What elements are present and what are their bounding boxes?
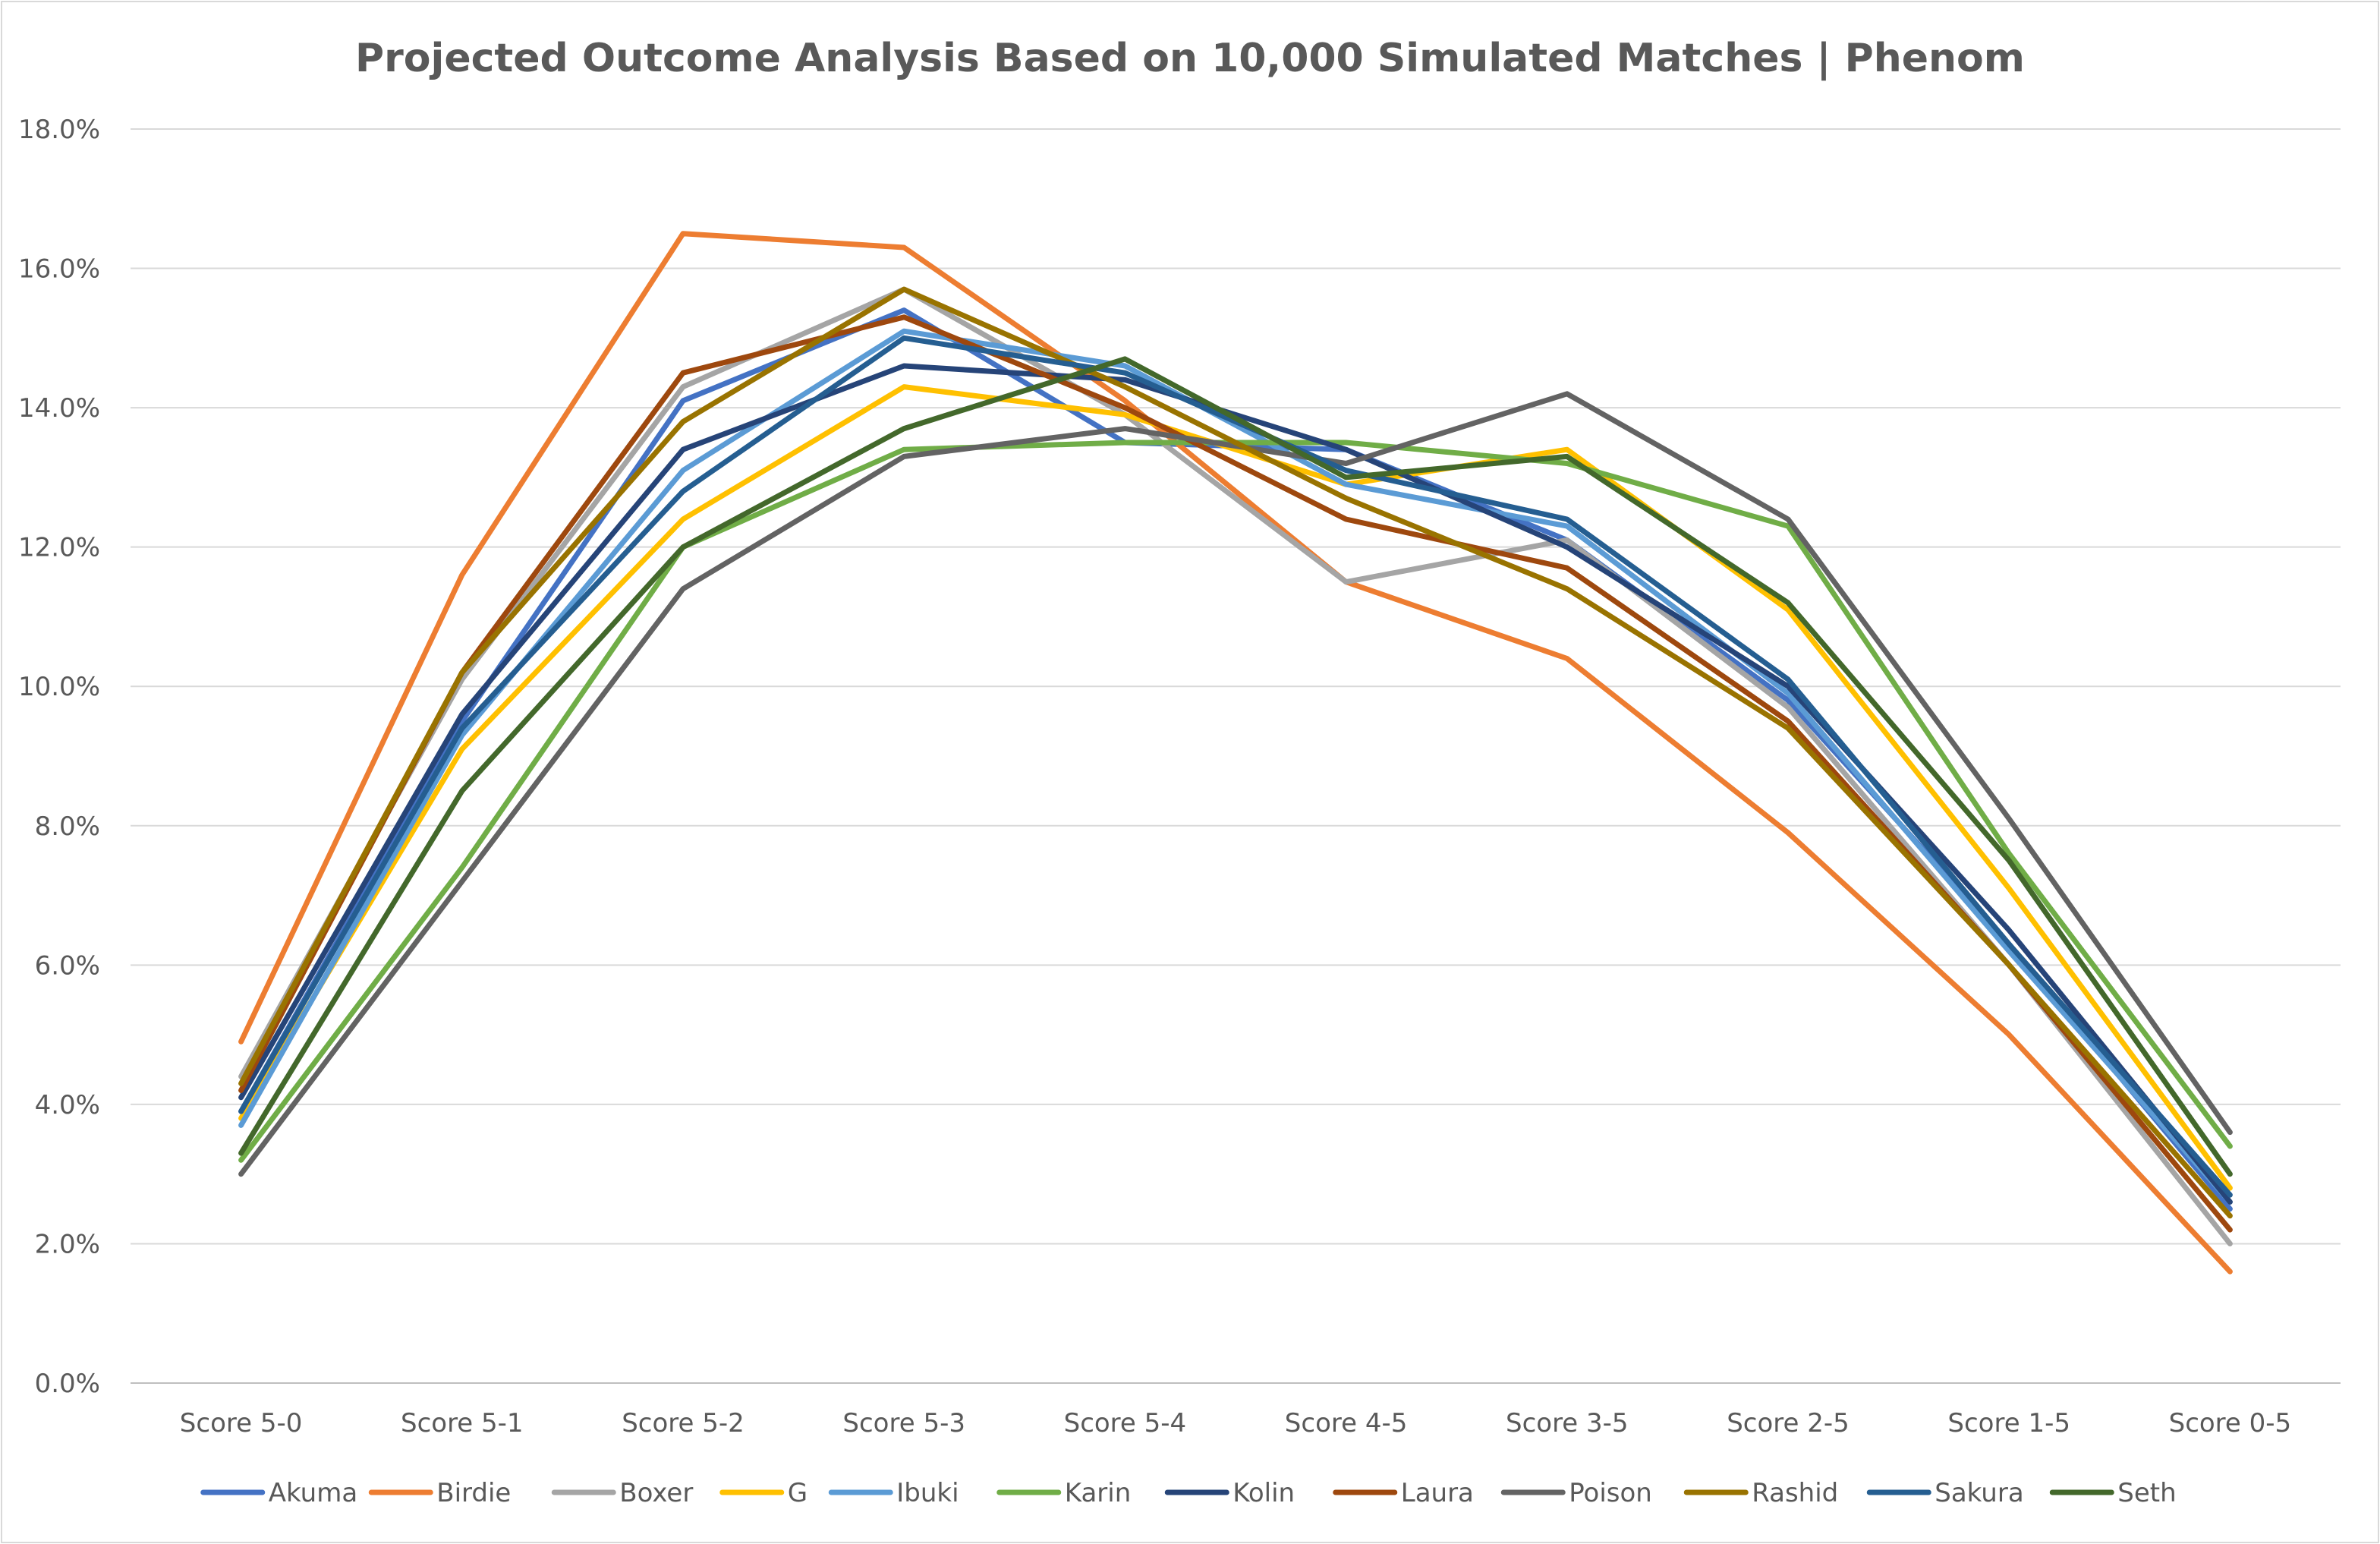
y-tick-label: 8.0% <box>35 811 100 842</box>
series-line-birdie <box>238 231 2233 1275</box>
gridlines <box>131 128 2341 1384</box>
y-tick-label: 2.0% <box>35 1229 100 1259</box>
series-line-sakura <box>238 335 2233 1198</box>
legend-label: Birdie <box>436 1478 511 1508</box>
legend-item-seth: Seth <box>2049 1478 2177 1508</box>
series-line-ibuki <box>238 328 2233 1205</box>
x-tick-label: Score 1-5 <box>1947 1408 2070 1438</box>
legend-item-ibuki: Ibuki <box>828 1478 959 1508</box>
legend-item-laura: Laura <box>1333 1478 1474 1508</box>
x-tick-label: Score 2-5 <box>1727 1408 1850 1438</box>
legend: Akuma Birdie Boxer G Ibuki Karin Kolin Laura Poi… <box>200 1478 2177 1508</box>
legend-label: Ibuki <box>896 1478 959 1508</box>
chart-title: Projected Outcome Analysis Based on 10,0… <box>355 36 2025 81</box>
legend-label: Seth <box>2117 1478 2176 1508</box>
legend-item-birdie: Birdie <box>368 1478 511 1508</box>
legend-label: Sakura <box>1935 1478 2023 1508</box>
x-tick-label: Score 4-5 <box>1285 1408 1408 1438</box>
legend-item-poison: Poison <box>1500 1478 1652 1508</box>
x-axis: Score 5-0 Score 5-1 Score 5-2 Score 5-3 Scor… <box>180 1408 2291 1438</box>
y-tick-label: 12.0% <box>18 533 100 563</box>
legend-label: Rashid <box>1752 1478 1838 1508</box>
legend-label: Poison <box>1569 1478 1652 1508</box>
x-tick-label: Score 5-2 <box>622 1408 745 1438</box>
x-tick-label: Score 5-4 <box>1064 1408 1187 1438</box>
series-line-poison <box>238 391 2233 1177</box>
legend-label: Laura <box>1401 1478 1474 1508</box>
series-line-g <box>238 384 2233 1191</box>
legend-item-kolin: Kolin <box>1164 1478 1295 1508</box>
legend-label: G <box>788 1478 808 1508</box>
y-tick-label: 14.0% <box>18 393 100 424</box>
legend-item-rashid: Rashid <box>1683 1478 1838 1508</box>
legend-item-g: G <box>719 1478 808 1508</box>
y-axis: 0.0% 2.0% 4.0% 6.0% 8.0% 10.0% 12.0% 14.0% 16.0%… <box>18 115 100 1399</box>
y-tick-label: 16.0% <box>18 254 100 285</box>
legend-item-akuma: Akuma <box>200 1478 357 1508</box>
legend-label: Boxer <box>619 1478 693 1508</box>
legend-item-karin: Karin <box>996 1478 1132 1508</box>
x-tick-label: Score 5-3 <box>842 1408 965 1438</box>
y-tick-label: 4.0% <box>35 1090 100 1120</box>
series-line-rashid <box>238 286 2233 1219</box>
y-tick-label: 10.0% <box>18 672 100 702</box>
series-line-boxer <box>238 286 2233 1246</box>
y-tick-label: 6.0% <box>35 950 100 981</box>
x-tick-label: Score 5-0 <box>180 1408 303 1438</box>
series-line-seth <box>238 356 2233 1177</box>
legend-label: Kolin <box>1232 1478 1295 1508</box>
x-tick-label: Score 0-5 <box>2169 1408 2292 1438</box>
y-tick-label: 0.0% <box>35 1369 100 1399</box>
x-tick-label: Score 3-5 <box>1506 1408 1629 1438</box>
y-tick-label: 18.0% <box>18 115 100 145</box>
legend-label: Karin <box>1065 1478 1132 1508</box>
legend-item-boxer: Boxer <box>551 1478 693 1508</box>
legend-label: Akuma <box>269 1478 357 1508</box>
legend-item-sakura: Sakura <box>1866 1478 2024 1508</box>
x-tick-label: Score 5-1 <box>401 1408 524 1438</box>
series-lines <box>238 231 2233 1275</box>
